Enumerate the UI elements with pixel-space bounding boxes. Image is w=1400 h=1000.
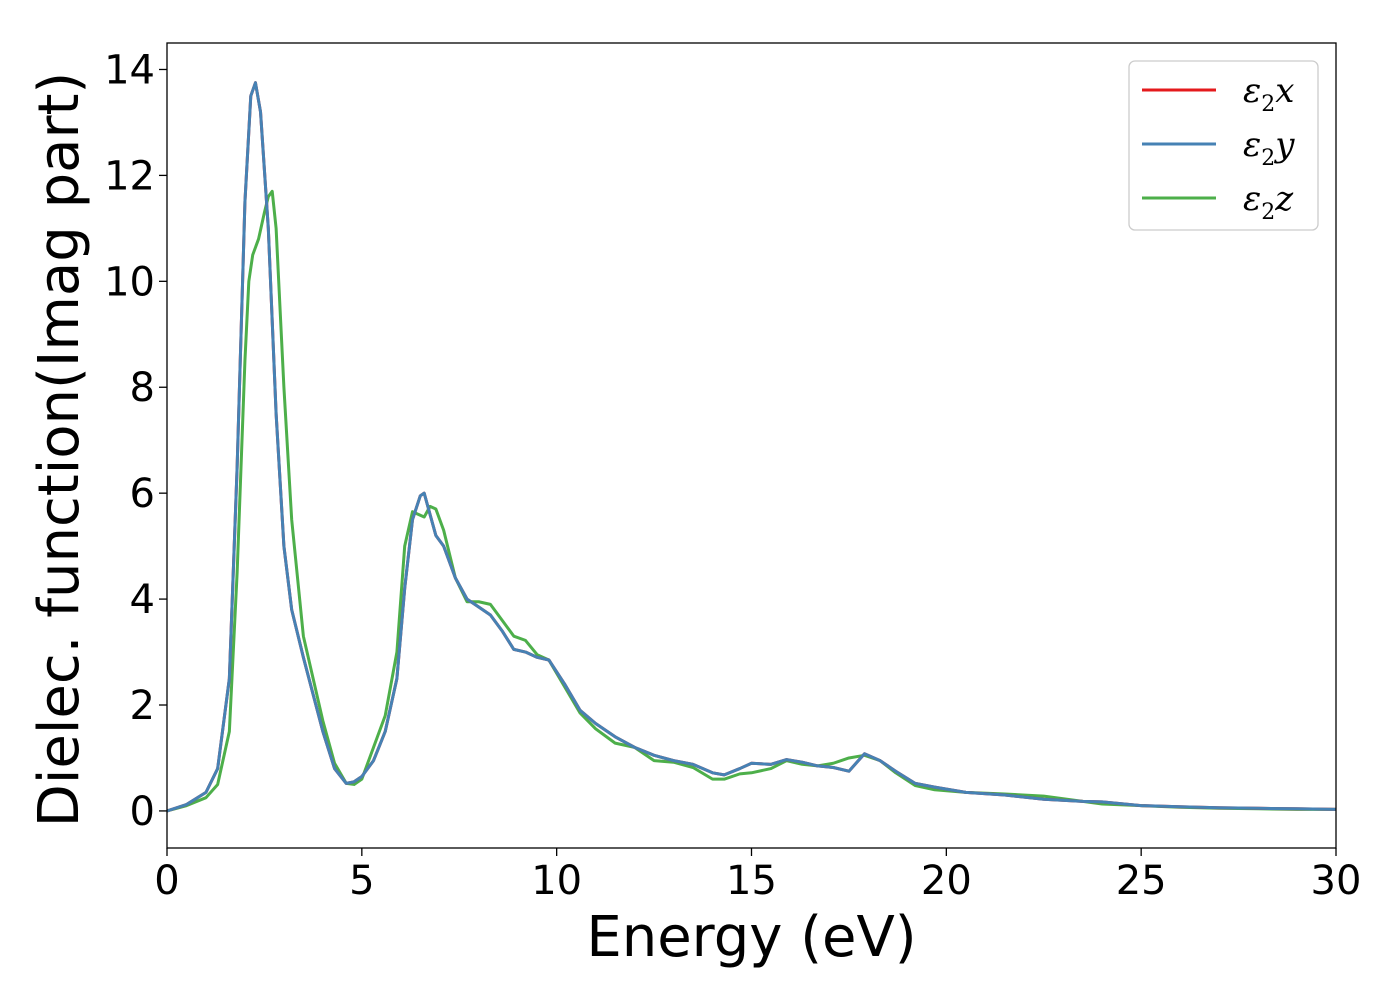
- x-tick-label: 30: [1311, 858, 1362, 904]
- y-tick-label: 10: [104, 259, 155, 305]
- y-axis-label: Dielec. function(Imag part): [27, 72, 92, 828]
- x-axis-label: Energy (eV): [586, 905, 916, 970]
- y-tick-label: 14: [104, 47, 155, 93]
- legend-label-y: ε2y: [1243, 125, 1295, 171]
- legend-label-var: x: [1275, 71, 1294, 111]
- y-tick-label: 8: [130, 365, 155, 411]
- y-tick-label: 2: [130, 683, 155, 729]
- y-tick-label: 0: [130, 789, 155, 835]
- x-axis-ticks: 0 5 10 15 20 25 30: [154, 848, 1361, 904]
- x-tick-label: 25: [1116, 858, 1167, 904]
- x-tick-label: 5: [349, 858, 374, 904]
- legend-label-subscript: 2: [1261, 92, 1275, 117]
- legend-label-var: y: [1273, 125, 1295, 165]
- y-axis-ticks: 0 2 4 6 8 10 12 14: [104, 47, 167, 835]
- y-tick-label: 6: [130, 471, 155, 517]
- legend-label-subscript: 2: [1261, 200, 1275, 225]
- legend-label-z: ε2z: [1243, 179, 1294, 225]
- legend-label-subscript: 2: [1261, 146, 1275, 171]
- x-tick-label: 10: [531, 858, 582, 904]
- x-tick-label: 20: [921, 858, 972, 904]
- legend-box: [1128, 60, 1319, 231]
- y-tick-label: 4: [130, 577, 155, 623]
- legend-label-base: ε: [1243, 125, 1261, 165]
- legend-label-var: z: [1274, 179, 1294, 219]
- x-tick-label: 15: [726, 858, 777, 904]
- x-tick-label: 0: [154, 858, 179, 904]
- series-line-z: [167, 189, 1336, 813]
- y-tick-label: 12: [104, 153, 155, 199]
- legend-label-x: ε2x: [1243, 71, 1294, 117]
- series-layer: [167, 81, 1336, 813]
- legend-label-base: ε: [1243, 179, 1261, 219]
- legend-label-base: ε: [1243, 71, 1261, 111]
- series-line-y: [167, 81, 1336, 813]
